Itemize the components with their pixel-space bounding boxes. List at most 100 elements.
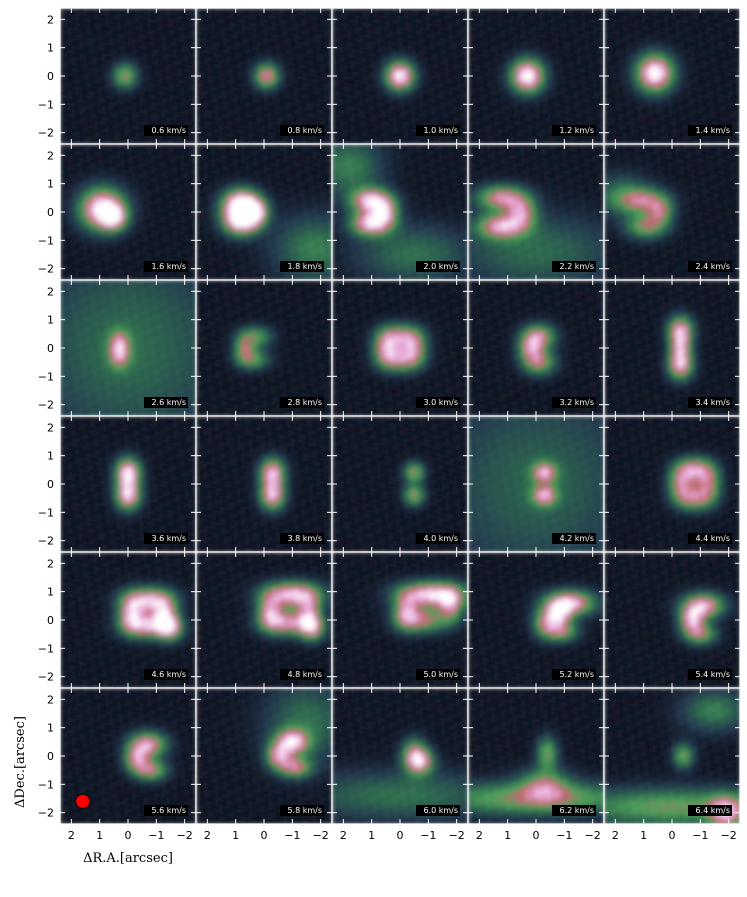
- panel-ticks: [60, 416, 196, 552]
- channel-label-background: [552, 533, 596, 544]
- channel-velocity-label: 1.8 km/s: [287, 262, 322, 271]
- panel-ticks: [332, 688, 468, 824]
- panel-ticks: [332, 552, 468, 688]
- x-tick-label: 0: [533, 829, 540, 842]
- channel-label-background: [688, 669, 732, 680]
- panel-ticks: [332, 144, 468, 280]
- channel-label-background: [416, 397, 460, 408]
- y-tick-label: 2: [47, 149, 54, 162]
- channel-label-background: [416, 533, 460, 544]
- y-tick-label: 2: [47, 13, 54, 26]
- channel-velocity-label: 2.0 km/s: [423, 262, 458, 271]
- x-tick-label: −1: [692, 829, 708, 842]
- x-tick-label: 2: [204, 829, 211, 842]
- intensity-map: [332, 552, 468, 688]
- y-tick-label: 1: [47, 314, 54, 327]
- channel-velocity-label: 3.8 km/s: [287, 534, 322, 543]
- y-tick-label: −1: [38, 506, 54, 519]
- intensity-map: [468, 688, 604, 824]
- intensity-map: [604, 688, 740, 824]
- channel-panel: 0.6 km/s: [59, 7, 197, 145]
- panel-ticks: [604, 8, 740, 144]
- intensity-map: [60, 552, 196, 688]
- channel-label-background: [688, 125, 732, 136]
- channel-velocity-label: 6.4 km/s: [695, 806, 730, 815]
- panel-ticks: [604, 144, 740, 280]
- intensity-map: [604, 416, 740, 552]
- channel-velocity-label: 3.2 km/s: [559, 398, 594, 407]
- channel-label-background: [416, 261, 460, 272]
- channel-velocity-label: 5.0 km/s: [423, 670, 458, 679]
- panel-ticks: [60, 688, 196, 824]
- channel-label-background: [688, 261, 732, 272]
- channel-velocity-label: 3.6 km/s: [151, 534, 186, 543]
- channel-velocity-label: 2.8 km/s: [287, 398, 322, 407]
- intensity-map: [604, 280, 740, 416]
- channel-label-background: [280, 669, 324, 680]
- panel-ticks: [468, 416, 604, 552]
- channel-panel: 2.8 km/s: [195, 279, 333, 417]
- panel-ticks: [604, 552, 740, 688]
- channel-velocity-label: 3.4 km/s: [695, 398, 730, 407]
- x-axis-label: ΔR.A.[arcsec]: [83, 851, 173, 866]
- channel-label-background: [552, 805, 596, 816]
- intensity-map: [60, 688, 196, 824]
- channel-label-background: [416, 805, 460, 816]
- intensity-map: [196, 144, 332, 280]
- channel-label-background: [144, 397, 188, 408]
- intensity-map: [332, 280, 468, 416]
- intensity-map: [196, 552, 332, 688]
- x-tick-label: 2: [68, 829, 75, 842]
- channel-label-background: [280, 805, 324, 816]
- panel-ticks: [60, 552, 196, 688]
- y-tick-label: −2: [38, 671, 54, 684]
- y-tick-label: 1: [47, 178, 54, 191]
- channel-velocity-label: 1.0 km/s: [423, 126, 458, 135]
- intensity-map: [60, 144, 196, 280]
- channel-label-background: [416, 669, 460, 680]
- channel-velocity-label: 4.4 km/s: [695, 534, 730, 543]
- channel-velocity-label: 1.6 km/s: [151, 262, 186, 271]
- channel-velocity-label: 6.2 km/s: [559, 806, 594, 815]
- channel-velocity-label: 4.0 km/s: [423, 534, 458, 543]
- channel-velocity-label: 4.2 km/s: [559, 534, 594, 543]
- channel-panel: 4.8 km/s: [195, 551, 333, 689]
- panel-ticks: [604, 280, 740, 416]
- axis-tick-labels: 2 1 0 −1 −2 2 1 0 −1 −2 2 1 0 −1 −2 2 1 0 −1 −2 2 1 0 −1 −2 2 1 0 −1…: [38, 13, 737, 842]
- panel-ticks: [60, 280, 196, 416]
- y-axis-label: ΔDec.[arcsec]: [13, 716, 28, 808]
- y-tick-label: 1: [47, 42, 54, 55]
- panel-ticks: [196, 552, 332, 688]
- intensity-map: [604, 552, 740, 688]
- channel-panel: 5.6 km/s: [59, 687, 197, 825]
- x-tick-label: 2: [612, 829, 619, 842]
- y-tick-label: 0: [47, 70, 54, 83]
- y-tick-label: 1: [47, 586, 54, 599]
- intensity-map: [196, 688, 332, 824]
- intensity-map: [468, 552, 604, 688]
- y-tick-label: 0: [47, 614, 54, 627]
- y-tick-label: −1: [38, 370, 54, 383]
- y-tick-label: −2: [38, 263, 54, 276]
- panel-ticks: [196, 688, 332, 824]
- x-tick-label: 0: [397, 829, 404, 842]
- y-tick-label: 1: [47, 450, 54, 463]
- channel-panel: 1.6 km/s: [59, 143, 197, 281]
- y-tick-label: −2: [38, 535, 54, 548]
- x-tick-label: 1: [232, 829, 239, 842]
- channel-label-background: [144, 125, 188, 136]
- y-tick-label: 1: [47, 722, 54, 735]
- channel-label-background: [280, 125, 324, 136]
- panel-ticks: [332, 280, 468, 416]
- y-tick-label: 0: [47, 206, 54, 219]
- channel-label-background: [280, 533, 324, 544]
- intensity-map: [468, 8, 604, 144]
- channel-panel: 3.2 km/s: [467, 279, 605, 417]
- channel-panel: 3.4 km/s: [603, 279, 741, 417]
- channel-label-background: [416, 125, 460, 136]
- channel-velocity-label: 3.0 km/s: [423, 398, 458, 407]
- channel-label-background: [688, 397, 732, 408]
- y-tick-label: −2: [38, 399, 54, 412]
- channel-panel: 2.2 km/s: [467, 143, 605, 281]
- intensity-map: [332, 688, 468, 824]
